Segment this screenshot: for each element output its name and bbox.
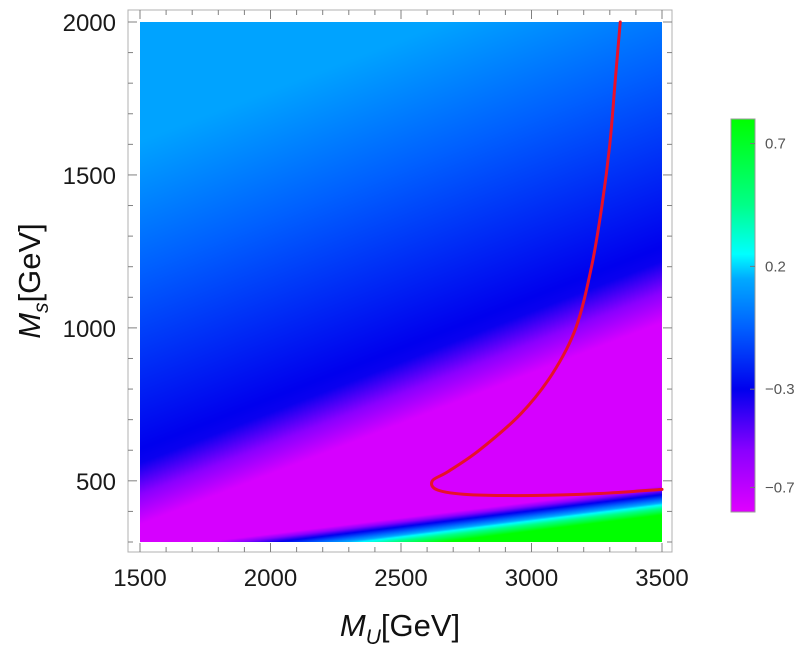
x-tick-label: 2000 — [244, 565, 297, 592]
x-axis-title-sub: U — [366, 626, 382, 649]
x-tick-label: 1500 — [113, 565, 166, 592]
axis-ticks: 1500 2000 2500 3000 3500 500 1000 1500 2000 — [63, 10, 689, 592]
colorbar-tick-label: 0.7 — [765, 136, 786, 153]
colorbar: 0.7 0.2 −0.3 −0.7 — [730, 118, 795, 513]
colorbar-ticks: 0.7 0.2 −0.3 −0.7 — [750, 136, 795, 496]
x-tick-label: 2500 — [374, 565, 427, 592]
y-axis-title-main: M — [12, 313, 47, 339]
y-axis-title: Ms[GeV] — [12, 223, 53, 339]
svg-text:Ms[GeV]: Ms[GeV] — [12, 223, 53, 339]
x-axis-title-main: M — [340, 608, 366, 643]
x-tick-label: 3000 — [505, 565, 558, 592]
svg-text:MU[GeV]: MU[GeV] — [340, 608, 460, 649]
contour-line — [430, 20, 664, 498]
colorbar-tick-label: 0.2 — [765, 258, 786, 275]
y-tick-label: 500 — [76, 469, 116, 496]
x-axis-title-unit: [GeV] — [381, 608, 460, 643]
plot-frame — [127, 9, 673, 553]
y-axis-title-sub: s — [30, 302, 53, 313]
plot-area: 1500 2000 2500 3000 3500 500 1000 1500 2000 — [63, 9, 689, 592]
heatmap-field — [140, 22, 662, 542]
y-tick-label: 1000 — [63, 316, 116, 343]
x-tick-label: 3500 — [635, 565, 688, 592]
y-axis-title-unit: [GeV] — [12, 223, 47, 302]
colorbar-tick-label: −0.7 — [765, 479, 795, 496]
colorbar-tick-label: −0.3 — [765, 381, 795, 398]
x-axis-title: MU[GeV] — [340, 608, 460, 649]
colorbar-gradient — [730, 118, 756, 513]
y-tick-label: 2000 — [63, 10, 116, 37]
y-tick-label: 1500 — [63, 163, 116, 190]
